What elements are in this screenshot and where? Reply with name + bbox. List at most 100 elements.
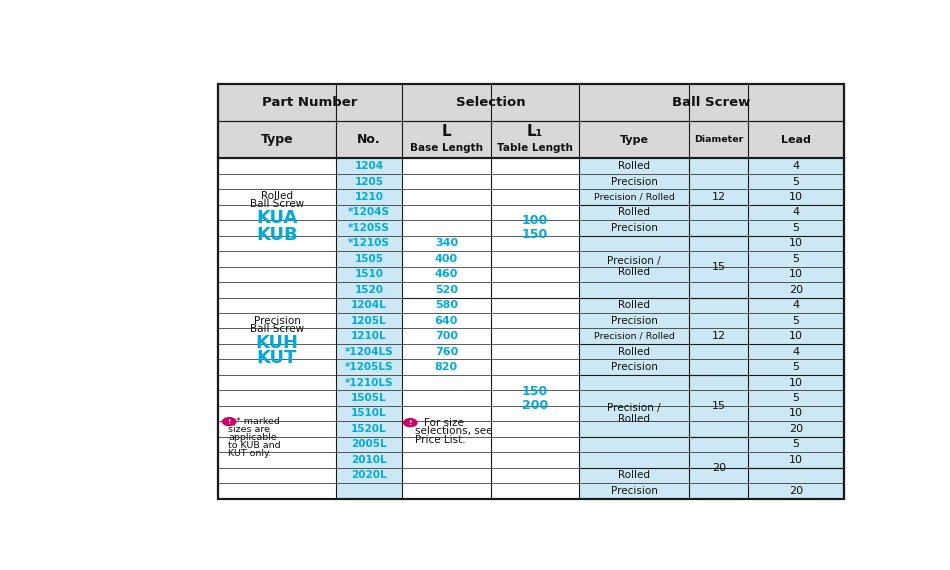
Text: 10: 10 <box>789 455 803 465</box>
Bar <box>336 189 402 205</box>
Bar <box>336 251 402 267</box>
Text: 760: 760 <box>435 347 458 357</box>
Bar <box>579 158 844 174</box>
Bar <box>579 220 844 235</box>
Bar <box>336 421 402 437</box>
Text: 820: 820 <box>435 362 458 372</box>
Text: 1505L: 1505L <box>352 393 387 403</box>
Text: 1520: 1520 <box>354 285 384 295</box>
Bar <box>218 359 579 375</box>
Text: KUT: KUT <box>256 349 297 367</box>
Text: L₁: L₁ <box>526 124 542 139</box>
Bar <box>579 205 844 220</box>
Bar <box>336 158 402 174</box>
Bar <box>218 174 579 189</box>
Text: *1204LS: *1204LS <box>345 347 393 357</box>
Text: 20: 20 <box>789 486 803 496</box>
Bar <box>579 267 844 282</box>
Text: Selection: Selection <box>456 96 525 109</box>
Text: 1210L: 1210L <box>352 331 387 341</box>
Text: 1205L: 1205L <box>352 316 387 325</box>
Circle shape <box>222 418 236 426</box>
Text: * marked: * marked <box>236 417 279 426</box>
Text: 640: 640 <box>435 316 458 325</box>
Bar <box>579 328 844 344</box>
Text: Ball Screw: Ball Screw <box>250 200 304 209</box>
Text: 2020L: 2020L <box>352 470 387 481</box>
Text: 20: 20 <box>789 285 803 295</box>
Bar <box>218 467 579 483</box>
Bar <box>218 205 579 220</box>
Text: 10: 10 <box>789 409 803 418</box>
Bar <box>218 282 579 298</box>
Text: 200: 200 <box>522 398 548 412</box>
Bar <box>336 483 402 499</box>
Text: 1510L: 1510L <box>352 409 387 418</box>
Bar <box>336 298 402 313</box>
Text: 5: 5 <box>792 362 800 372</box>
Text: No.: No. <box>357 133 381 146</box>
Text: 15: 15 <box>712 401 726 411</box>
Text: 5: 5 <box>792 316 800 325</box>
Bar <box>579 437 844 452</box>
Text: 5: 5 <box>792 223 800 233</box>
Text: 1204L: 1204L <box>352 300 387 310</box>
Text: Precision: Precision <box>611 223 657 233</box>
Bar <box>579 174 844 189</box>
Text: 10: 10 <box>789 270 803 279</box>
Text: Ball Screw: Ball Screw <box>673 96 750 109</box>
Bar <box>218 313 579 328</box>
Text: 4: 4 <box>792 207 800 218</box>
Bar <box>218 84 844 121</box>
Text: KUA: KUA <box>256 209 297 227</box>
Text: !: ! <box>408 420 412 426</box>
Bar <box>218 406 579 421</box>
Text: 15: 15 <box>712 262 726 271</box>
Text: Precision: Precision <box>611 316 657 325</box>
Bar <box>579 406 844 421</box>
Bar <box>579 375 844 390</box>
Text: 1210: 1210 <box>354 192 384 202</box>
Text: to KUB and: to KUB and <box>228 441 281 450</box>
Bar <box>336 344 402 359</box>
Text: Rolled: Rolled <box>618 470 650 481</box>
Bar <box>218 421 579 437</box>
Text: 2010L: 2010L <box>352 455 387 465</box>
Bar <box>336 220 402 235</box>
Bar <box>218 267 579 282</box>
Circle shape <box>404 419 417 426</box>
Text: Rolled: Rolled <box>618 347 650 357</box>
Text: L: L <box>442 124 451 139</box>
Bar <box>579 390 844 406</box>
Text: Precision / Rolled: Precision / Rolled <box>594 193 674 202</box>
Text: 580: 580 <box>435 300 458 310</box>
Text: *1210S: *1210S <box>348 238 390 249</box>
Text: 340: 340 <box>435 238 458 249</box>
Text: *1204S: *1204S <box>348 207 390 218</box>
Bar <box>336 174 402 189</box>
Bar <box>336 235 402 251</box>
Bar <box>336 452 402 467</box>
Text: *1210LS: *1210LS <box>345 377 393 388</box>
Text: 4: 4 <box>792 300 800 310</box>
Bar <box>579 282 844 298</box>
Bar <box>579 344 844 359</box>
Text: *1205LS: *1205LS <box>345 362 393 372</box>
Bar <box>218 189 579 205</box>
Bar <box>218 84 844 499</box>
Text: Ball Screw: Ball Screw <box>250 324 304 335</box>
Text: Precision: Precision <box>611 486 657 496</box>
Bar <box>336 406 402 421</box>
Text: Type: Type <box>619 135 649 145</box>
Bar <box>579 467 844 483</box>
Bar <box>218 344 579 359</box>
Text: 1205: 1205 <box>354 177 384 186</box>
Text: Rolled: Rolled <box>618 414 650 424</box>
Text: Diameter: Diameter <box>694 135 744 144</box>
Text: 150: 150 <box>522 229 548 242</box>
Bar <box>579 189 844 205</box>
Bar <box>218 84 844 499</box>
Bar <box>218 220 579 235</box>
Bar <box>336 205 402 220</box>
Text: 12: 12 <box>712 192 726 202</box>
